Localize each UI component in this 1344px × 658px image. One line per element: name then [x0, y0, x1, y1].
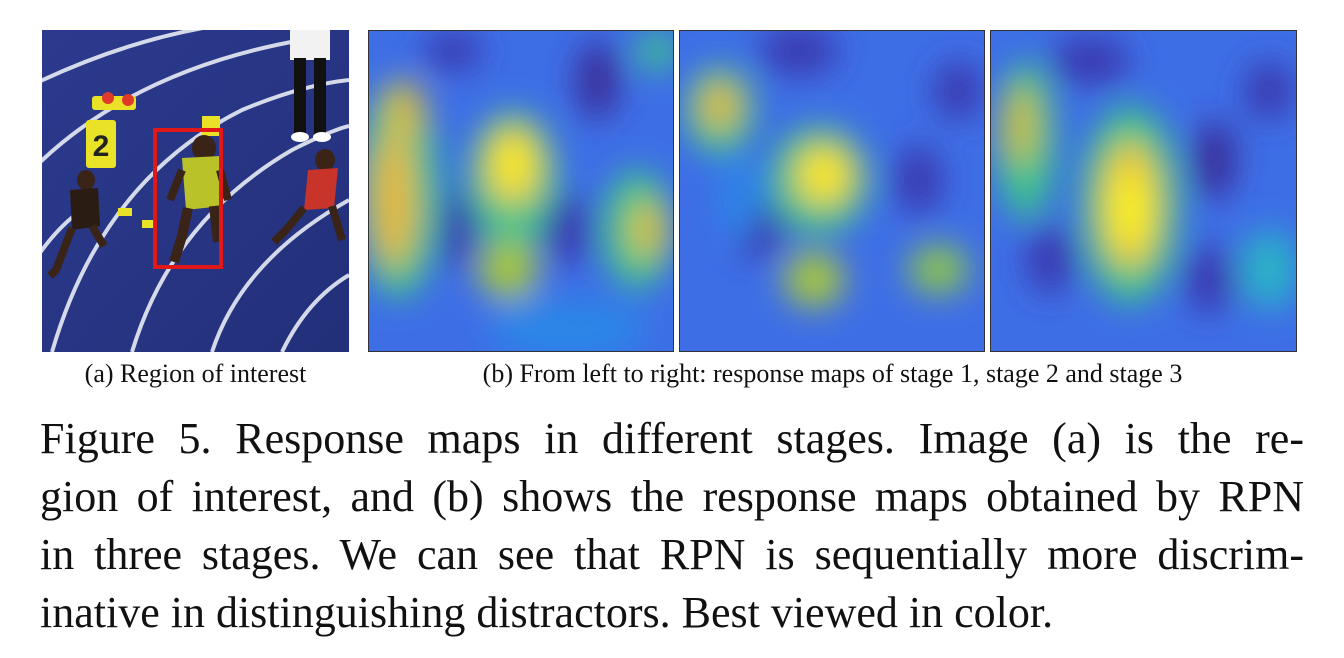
caption-line: inative in distinguishing distractors. B… [40, 588, 1054, 637]
response-map-stage-3 [990, 30, 1297, 352]
roi-highlight-box [153, 128, 223, 269]
figure-caption: Figure 5. Response maps in different sta… [40, 410, 1304, 642]
response-map-stage-2 [679, 30, 985, 352]
subcaption-b: (b) From left to right: response maps of… [482, 359, 1183, 388]
subcaption-a: (a) Region of interest [84, 359, 307, 388]
response-map-stage-1 [368, 30, 674, 352]
caption-line: gion of interest, and (b) shows the resp… [40, 472, 1304, 521]
caption-line: in three stages. We can see that RPN is … [40, 530, 1304, 579]
lane-number-text: 2 [93, 130, 110, 163]
caption-line: Figure 5. Response maps in different sta… [40, 414, 1304, 463]
region-of-interest-image: 2 [42, 30, 349, 352]
